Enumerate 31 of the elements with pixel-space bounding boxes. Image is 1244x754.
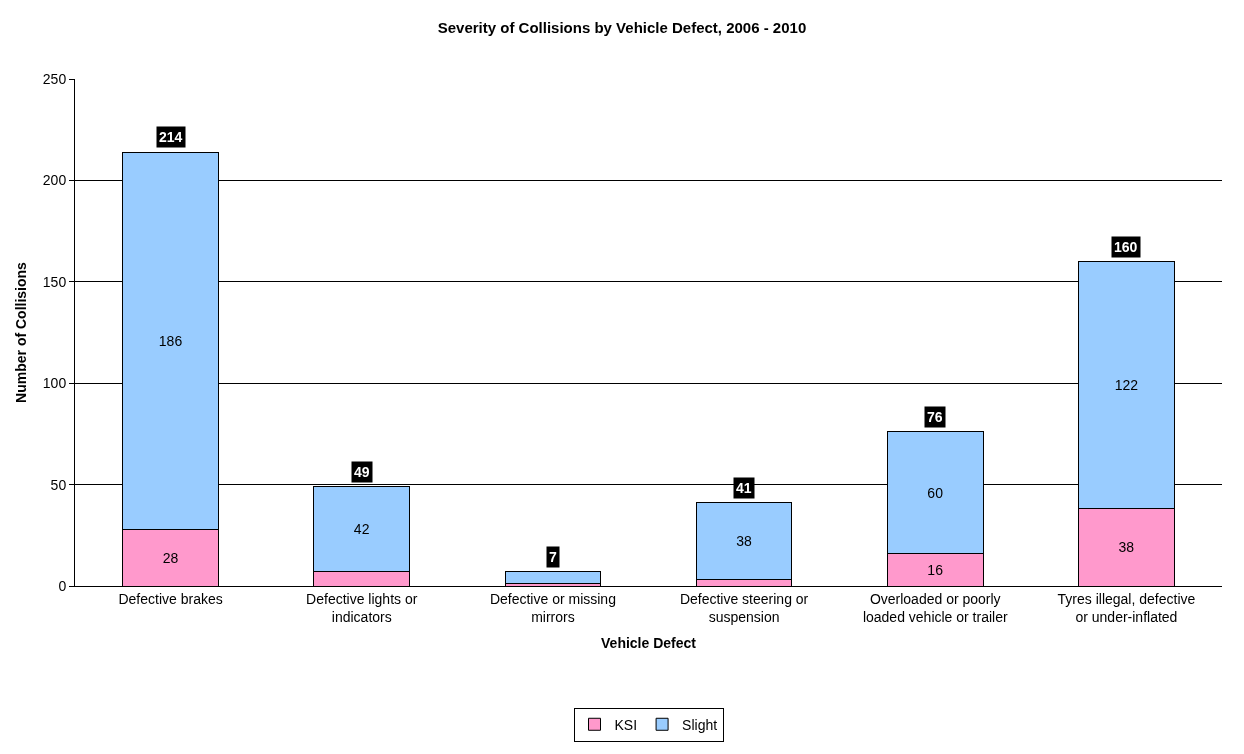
data-label: 122 xyxy=(1114,377,1139,394)
x-tick-label: Overloaded or poorly loaded vehicle or trailer xyxy=(862,590,1008,625)
x-tick-label: Defective lights or indicators xyxy=(306,590,418,625)
data-label: 38 xyxy=(736,533,752,550)
chart-title: Severity of Collisions by Vehicle Defect, 2006 - 2010 xyxy=(437,19,807,37)
y-tick-label: 0 xyxy=(58,577,67,594)
total-label: 49 xyxy=(354,464,370,480)
y-tick-label: 200 xyxy=(42,172,67,189)
data-label: 60 xyxy=(927,484,944,501)
total-label: 7 xyxy=(549,549,557,565)
legend-label: Slight xyxy=(682,716,718,733)
x-axis-title: Vehicle Defect xyxy=(601,635,697,652)
total-label: 160 xyxy=(1114,239,1138,255)
legend-label: KSI xyxy=(614,716,638,733)
x-tick-label: Defective brakes xyxy=(118,590,223,607)
data-label: 42 xyxy=(353,521,370,538)
total-label: 76 xyxy=(927,409,943,425)
y-tick-label: 100 xyxy=(42,375,67,392)
x-tick-label: Defective or missing mirrors xyxy=(489,590,616,625)
y-tick-label: 50 xyxy=(50,476,67,493)
data-label: 16 xyxy=(927,561,944,578)
total-label: 214 xyxy=(159,129,183,145)
x-tick-label: Defective steering or suspension xyxy=(679,590,809,625)
data-label: 38 xyxy=(1118,539,1135,556)
data-label: 28 xyxy=(162,549,179,566)
y-tick-label: 250 xyxy=(42,70,67,87)
y-axis-title: Number of Collisions xyxy=(13,261,30,403)
data-label: 186 xyxy=(158,332,183,349)
y-tick-label: 150 xyxy=(42,273,67,290)
total-label: 41 xyxy=(736,480,752,496)
x-tick-label: Tyres illegal, defective or under-inflated xyxy=(1057,590,1196,625)
